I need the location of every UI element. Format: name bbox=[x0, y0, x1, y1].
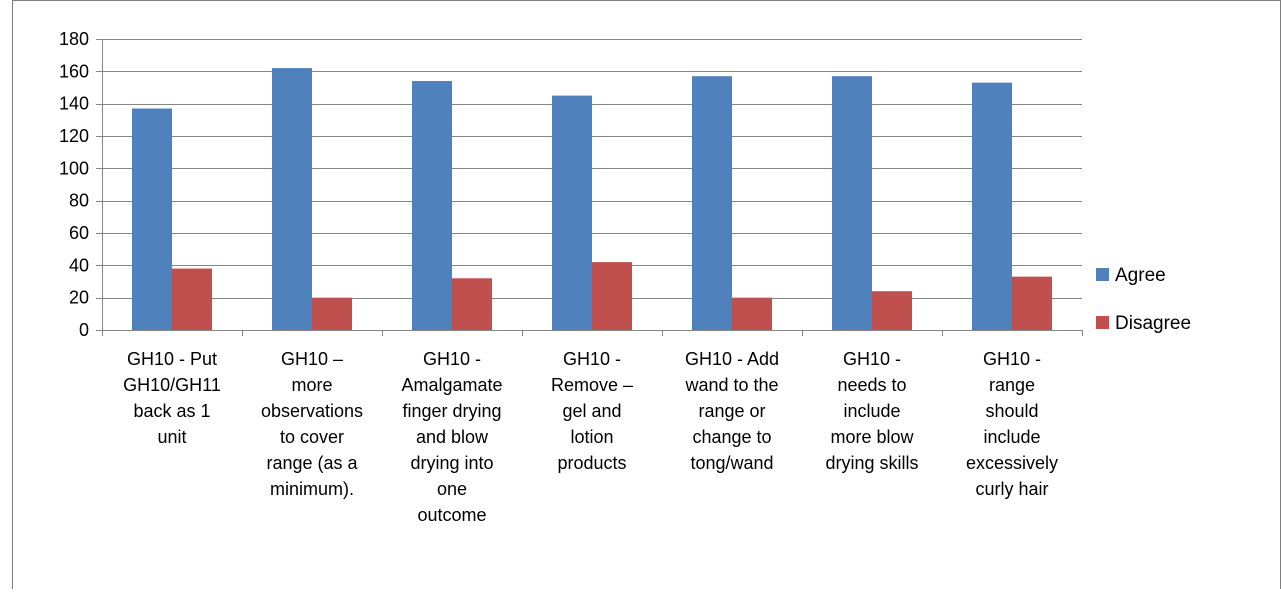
bar-agree-3 bbox=[412, 81, 452, 331]
x-tick-label-line: one bbox=[437, 479, 467, 499]
x-tick-label-line: products bbox=[557, 453, 626, 473]
x-tick-label-line: curly hair bbox=[975, 479, 1048, 499]
x-tick-label-line: more blow bbox=[830, 427, 914, 447]
y-tick-label: 140 bbox=[59, 94, 89, 114]
x-tick-label-line: excessively bbox=[966, 453, 1058, 473]
y-tick-label: 40 bbox=[69, 255, 89, 275]
y-tick-label: 160 bbox=[59, 61, 89, 81]
x-tick-label: GH10 - Add wand to the range or change to to… bbox=[684, 349, 779, 473]
bar-disagree-3 bbox=[452, 278, 492, 330]
x-tick-label-line: GH10 - bbox=[563, 349, 621, 369]
y-tick-label: 180 bbox=[59, 29, 89, 49]
bar-disagree-5 bbox=[732, 297, 772, 330]
x-tick-label-line: minimum). bbox=[270, 479, 354, 499]
y-tick-label: 120 bbox=[59, 126, 89, 146]
x-tick-labels: GH10 - Put GH10/GH11 back as 1 unit GH10 – mo… bbox=[123, 349, 1058, 525]
axes bbox=[96, 39, 1083, 336]
bar-agree-1 bbox=[132, 108, 172, 331]
x-tick-label-line: GH10 - Put bbox=[127, 349, 217, 369]
x-tick-label-line: drying skills bbox=[825, 453, 918, 473]
chart-border bbox=[12, 0, 1281, 594]
y-tick-label: 100 bbox=[59, 158, 89, 178]
legend-swatch-agree bbox=[1096, 268, 1109, 281]
x-tick-label-line: observations bbox=[261, 401, 363, 421]
legend-label-agree: Agree bbox=[1115, 265, 1166, 286]
x-tick-label-line: range or bbox=[698, 401, 765, 421]
bar-agree-4 bbox=[552, 95, 592, 330]
bars bbox=[132, 68, 1052, 331]
x-tick-label: GH10 - range should include excessively curly… bbox=[966, 349, 1058, 499]
x-tick-label-line: range bbox=[989, 375, 1035, 395]
y-tick-label: 60 bbox=[69, 223, 89, 243]
x-tick-label: GH10 - Remove – gel and lotion products bbox=[551, 349, 633, 473]
x-tick-label-line: wand to the bbox=[684, 375, 778, 395]
bar-agree-7 bbox=[972, 82, 1012, 331]
x-tick-label: GH10 - needs to include more blow drying ski… bbox=[825, 349, 918, 473]
x-tick-label-line: needs to bbox=[837, 375, 906, 395]
x-tick-label: GH10 – more observations to cover range (as … bbox=[261, 349, 363, 499]
x-tick-label-line: GH10 - bbox=[423, 349, 481, 369]
x-tick-label-line: GH10/GH11 bbox=[123, 375, 221, 395]
y-tick-label: 0 bbox=[79, 320, 89, 340]
legend-label-disagree: Disagree bbox=[1115, 313, 1191, 334]
x-tick-label-line: GH10 - bbox=[983, 349, 1041, 369]
y-tick-labels: 0 20 40 60 80 100 120 140 160 180 bbox=[59, 29, 89, 340]
legend-swatch-disagree bbox=[1096, 316, 1109, 329]
x-tick-label-line: gel and bbox=[562, 401, 621, 421]
x-tick-label-line: GH10 – bbox=[281, 349, 343, 369]
bar-agree-6 bbox=[832, 76, 872, 330]
y-tick-label: 20 bbox=[69, 288, 89, 308]
x-tick-label-line: GH10 - bbox=[843, 349, 901, 369]
legend: Agree Disagree bbox=[1096, 265, 1191, 334]
bar-disagree-4 bbox=[592, 262, 632, 330]
x-tick-label-line: outcome bbox=[417, 505, 486, 525]
bar-disagree-2 bbox=[312, 297, 352, 330]
x-tick-label: GH10 - Put GH10/GH11 back as 1 unit bbox=[123, 349, 221, 447]
x-tick-label-line: tong/wand bbox=[690, 453, 773, 473]
x-tick-label-line: include bbox=[983, 427, 1040, 447]
x-tick-label-line: lotion bbox=[570, 427, 613, 447]
x-tick-label-line: Remove – bbox=[551, 375, 633, 395]
x-tick-label-line: range (as a bbox=[266, 453, 358, 473]
x-tick-label-line: to cover bbox=[280, 427, 344, 447]
bar-agree-2 bbox=[272, 68, 312, 330]
x-tick-label-line: change to bbox=[692, 427, 771, 447]
x-tick-label-line: back as 1 bbox=[133, 401, 210, 421]
y-tick-label: 80 bbox=[69, 191, 89, 211]
x-tick-label-line: Amalgamate bbox=[401, 375, 502, 395]
x-tick-label-line: unit bbox=[157, 427, 186, 447]
x-tick-label-line: and blow bbox=[416, 427, 489, 447]
bar-disagree-1 bbox=[172, 268, 212, 330]
x-tick-label-line: GH10 - Add bbox=[685, 349, 779, 369]
bar-disagree-6 bbox=[872, 291, 912, 330]
x-tick-label-line: more bbox=[291, 375, 332, 395]
x-tick-label-line: finger drying bbox=[402, 401, 501, 421]
x-tick-label-line: should bbox=[985, 401, 1038, 421]
x-tick-label-line: include bbox=[843, 401, 900, 421]
x-tick-label: GH10 - Amalgamate finger drying and blow dry… bbox=[401, 349, 502, 525]
x-tick-label-line: drying into bbox=[410, 453, 493, 473]
bar-disagree-7 bbox=[1012, 276, 1052, 330]
bar-agree-5 bbox=[692, 76, 732, 330]
